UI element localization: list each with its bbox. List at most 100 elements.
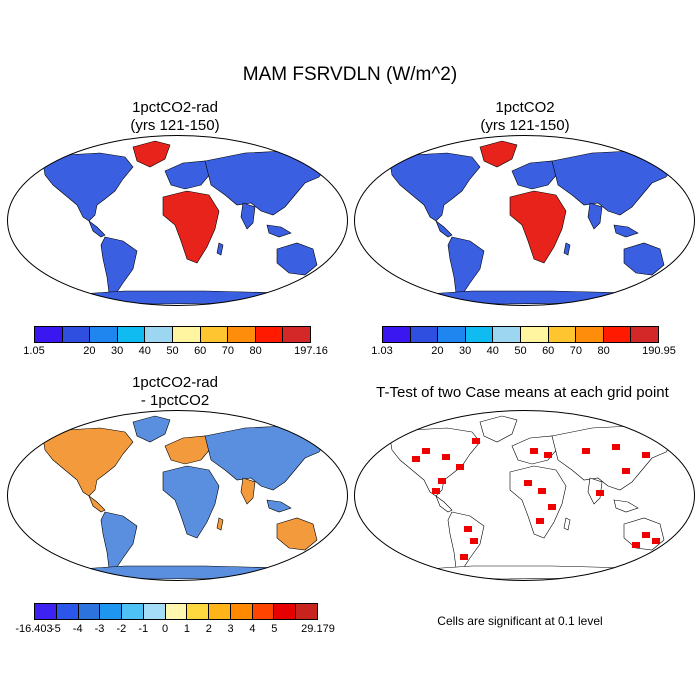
colorbar-segment	[438, 327, 466, 342]
colorbar-tick-label: 40	[486, 345, 499, 357]
land-region	[389, 427, 481, 497]
significant-cell	[536, 518, 544, 524]
colorbar-tick-label: 20	[431, 345, 444, 357]
colorbar-segment	[383, 327, 411, 342]
land-region	[509, 465, 567, 539]
colorbar-segment	[122, 604, 144, 619]
colorbar-tick-label: -5	[50, 623, 61, 635]
colorbar-1pctco2-rad	[34, 326, 311, 343]
significant-cell	[438, 478, 446, 484]
colorbar-tick-label: -4	[72, 623, 83, 635]
land-region	[551, 150, 675, 216]
land-region	[447, 236, 485, 296]
land-region	[64, 290, 306, 305]
colorbar-segment	[296, 604, 317, 619]
colorbar-segment	[143, 604, 166, 619]
significant-cell	[596, 490, 604, 496]
significant-cell	[524, 480, 532, 486]
colorbar-tick-label: -2	[116, 623, 127, 635]
land-region	[276, 242, 318, 276]
colorbar-segment	[283, 327, 310, 342]
land-region	[162, 190, 220, 264]
colorbar-segment	[274, 604, 297, 619]
colorbar-tick-label: 70	[569, 345, 583, 357]
panel-3-title: 1pctCO2-rad - 1pctCO2	[55, 374, 295, 410]
colorbar-tick-label: 60	[194, 345, 207, 357]
colorbar-segment	[145, 327, 173, 342]
map-border	[7, 410, 348, 581]
significant-cell	[538, 488, 546, 494]
panel-2-title-line1: 1pctCO2	[495, 99, 555, 116]
colorbar-segment	[35, 604, 57, 619]
land-region	[563, 517, 571, 531]
land-region	[623, 242, 665, 276]
colorbar-tick-label: 3	[227, 623, 234, 635]
colorbar-segment	[465, 327, 494, 342]
land-region	[479, 140, 518, 168]
land-region	[613, 224, 639, 238]
colorbar-segment	[493, 327, 521, 342]
land-region	[613, 499, 639, 513]
colorbar-tick-label: 30	[110, 345, 124, 357]
panel-3-title-line2: - 1pctCO2	[140, 392, 210, 409]
colorbar-segment	[62, 327, 91, 342]
map-panel-1pctco2-rad	[7, 135, 348, 306]
colorbar-1pctco2-rad-labels: 1.05 20 30 40 50 60 70 80 197.16	[23, 345, 328, 359]
land-region	[551, 425, 675, 491]
land-region	[162, 465, 220, 539]
colorbar-segment	[576, 327, 604, 342]
land-region	[563, 242, 571, 256]
significant-cell	[632, 542, 640, 548]
land-region	[266, 224, 292, 238]
colorbar-1pctco2	[382, 326, 659, 343]
panel-1-title: 1pctCO2-rad (yrs 121-150)	[55, 99, 295, 135]
panel-1-title-line2: (yrs 121-150)	[130, 117, 220, 134]
significance-note: Cells are significant at 0.1 level	[437, 614, 603, 628]
colorbar-tick-label: 20	[83, 345, 96, 357]
colorbar-segment	[548, 327, 577, 342]
significant-cell	[470, 538, 478, 544]
colorbar-segment	[410, 327, 439, 342]
land-region	[240, 477, 256, 505]
land-region	[411, 290, 653, 305]
land-region	[64, 565, 306, 580]
land-region	[240, 202, 256, 230]
land-region	[216, 242, 224, 256]
significant-cell	[642, 452, 650, 458]
land-region	[164, 435, 212, 465]
land-region	[587, 477, 603, 505]
panel-4-title-line1: T-Test of two Case means at each grid po…	[376, 384, 669, 401]
land-region	[204, 150, 328, 216]
significant-cell	[472, 438, 480, 444]
colorbar-tick-label: -3	[94, 623, 105, 635]
colorbar-segment	[165, 604, 188, 619]
significant-cell	[582, 448, 590, 454]
colorbar-tick-label: 50	[514, 345, 527, 357]
land-region	[509, 190, 567, 264]
significant-cell	[530, 448, 538, 454]
colorbar-difference	[34, 603, 318, 620]
colorbar-tick-label: 80	[597, 345, 610, 357]
colorbar-tick-label: 29.179	[301, 623, 335, 635]
colorbar-tick-label: 40	[138, 345, 151, 357]
significant-cell	[460, 554, 468, 560]
colorbar-segment	[209, 604, 231, 619]
significant-cell	[442, 454, 450, 460]
colorbar-tick-label: 190.95	[642, 345, 676, 357]
map-border	[7, 135, 348, 306]
map-panel-ttest	[354, 410, 695, 581]
colorbar-tick-label: 50	[166, 345, 179, 357]
colorbar-tick-label: 70	[221, 345, 235, 357]
colorbar-segment	[78, 604, 101, 619]
colorbar-segment	[228, 327, 256, 342]
colorbar-tick-label: 197.16	[294, 345, 328, 357]
colorbar-tick-label: -16.403	[15, 623, 53, 635]
map-border	[354, 135, 695, 306]
land-region	[100, 236, 138, 296]
colorbar-segment	[56, 604, 79, 619]
land-region	[204, 425, 328, 491]
colorbar-segment	[35, 327, 63, 342]
land-region	[42, 152, 134, 222]
colorbar-segment	[200, 327, 229, 342]
colorbar-segment	[117, 327, 146, 342]
